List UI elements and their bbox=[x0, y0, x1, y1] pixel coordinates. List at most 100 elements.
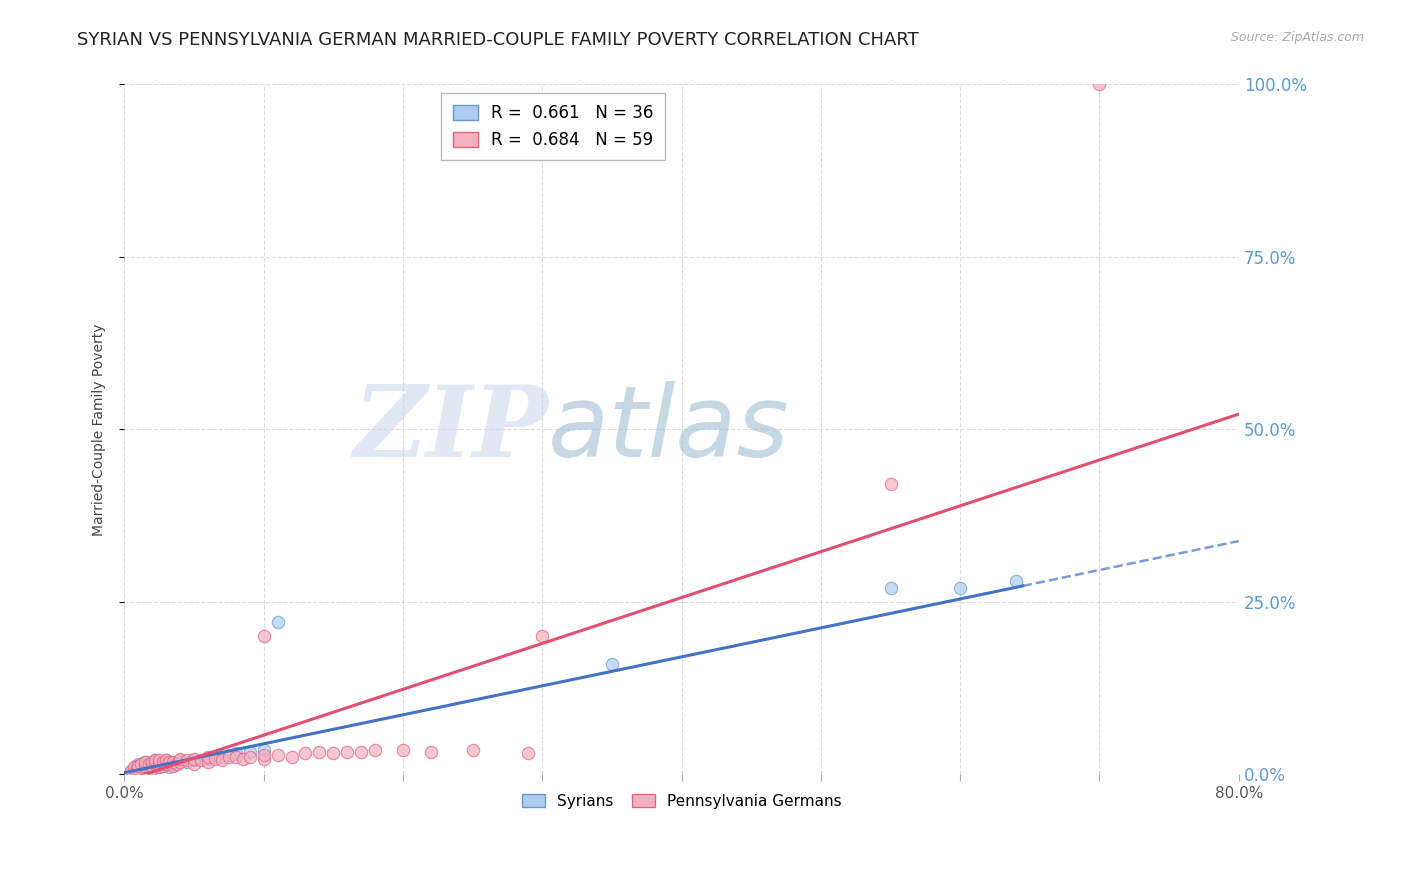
Text: atlas: atlas bbox=[548, 381, 790, 478]
Point bbox=[155, 753, 177, 767]
Point bbox=[127, 762, 149, 776]
Point bbox=[197, 755, 219, 769]
Point bbox=[183, 753, 205, 767]
Point bbox=[183, 752, 205, 766]
Point bbox=[225, 750, 247, 764]
Point bbox=[253, 629, 276, 643]
Point bbox=[190, 753, 212, 767]
Point bbox=[166, 756, 188, 771]
Point bbox=[127, 759, 149, 773]
Point bbox=[225, 747, 247, 761]
Point bbox=[218, 747, 240, 762]
Point bbox=[162, 755, 184, 769]
Point bbox=[183, 756, 205, 771]
Point bbox=[166, 755, 188, 769]
Point bbox=[152, 759, 174, 773]
Point bbox=[1005, 574, 1028, 588]
Point bbox=[197, 752, 219, 766]
Point bbox=[148, 759, 170, 773]
Point bbox=[232, 752, 254, 766]
Point bbox=[148, 756, 170, 771]
Point bbox=[134, 764, 156, 778]
Point bbox=[322, 747, 344, 761]
Point bbox=[120, 764, 142, 778]
Point bbox=[143, 753, 166, 767]
Point bbox=[879, 581, 901, 595]
Point bbox=[204, 752, 226, 766]
Point bbox=[152, 755, 174, 769]
Point bbox=[197, 750, 219, 764]
Point bbox=[176, 753, 198, 767]
Point bbox=[600, 657, 623, 671]
Point bbox=[134, 760, 156, 774]
Point bbox=[169, 753, 191, 767]
Point bbox=[364, 743, 387, 757]
Point bbox=[253, 752, 276, 766]
Point bbox=[204, 750, 226, 764]
Point bbox=[129, 760, 152, 774]
Point bbox=[218, 750, 240, 764]
Point bbox=[134, 755, 156, 769]
Y-axis label: Married-Couple Family Poverty: Married-Couple Family Poverty bbox=[93, 323, 107, 535]
Point bbox=[211, 750, 233, 764]
Point bbox=[129, 756, 152, 771]
Point bbox=[122, 760, 145, 774]
Point bbox=[138, 759, 160, 773]
Point bbox=[162, 759, 184, 773]
Point bbox=[134, 755, 156, 769]
Point bbox=[1088, 78, 1111, 92]
Point bbox=[143, 756, 166, 771]
Point bbox=[138, 756, 160, 771]
Point bbox=[392, 743, 415, 757]
Text: ZIP: ZIP bbox=[353, 381, 548, 477]
Point bbox=[148, 753, 170, 767]
Point bbox=[127, 764, 149, 778]
Point bbox=[169, 755, 191, 769]
Point bbox=[266, 615, 288, 630]
Point bbox=[308, 745, 330, 759]
Point bbox=[949, 581, 972, 595]
Point bbox=[879, 477, 901, 491]
Point bbox=[239, 745, 262, 759]
Point bbox=[169, 752, 191, 766]
Point bbox=[141, 762, 163, 776]
Point bbox=[266, 747, 288, 762]
Point bbox=[122, 762, 145, 776]
Point bbox=[141, 759, 163, 773]
Point bbox=[138, 760, 160, 774]
Point bbox=[461, 743, 484, 757]
Point bbox=[162, 756, 184, 771]
Point bbox=[531, 629, 554, 643]
Point bbox=[152, 756, 174, 771]
Point bbox=[134, 759, 156, 773]
Point bbox=[155, 756, 177, 771]
Point bbox=[124, 764, 146, 778]
Point bbox=[211, 753, 233, 767]
Text: Source: ZipAtlas.com: Source: ZipAtlas.com bbox=[1230, 31, 1364, 45]
Point bbox=[280, 750, 302, 764]
Point bbox=[134, 762, 156, 776]
Point bbox=[157, 760, 180, 774]
Point bbox=[141, 755, 163, 769]
Point bbox=[120, 764, 142, 778]
Point bbox=[127, 760, 149, 774]
Point bbox=[141, 762, 163, 776]
Point bbox=[239, 750, 262, 764]
Point bbox=[294, 747, 316, 761]
Point bbox=[141, 756, 163, 771]
Point bbox=[155, 753, 177, 767]
Point bbox=[148, 760, 170, 774]
Point bbox=[127, 756, 149, 771]
Point bbox=[350, 745, 373, 759]
Point bbox=[253, 743, 276, 757]
Point bbox=[124, 759, 146, 773]
Text: SYRIAN VS PENNSYLVANIA GERMAN MARRIED-COUPLE FAMILY POVERTY CORRELATION CHART: SYRIAN VS PENNSYLVANIA GERMAN MARRIED-CO… bbox=[77, 31, 920, 49]
Point bbox=[517, 747, 540, 761]
Point bbox=[336, 745, 359, 759]
Point bbox=[419, 745, 441, 759]
Point bbox=[143, 753, 166, 767]
Point bbox=[176, 755, 198, 769]
Point bbox=[148, 755, 170, 769]
Point bbox=[157, 755, 180, 769]
Point bbox=[253, 747, 276, 762]
